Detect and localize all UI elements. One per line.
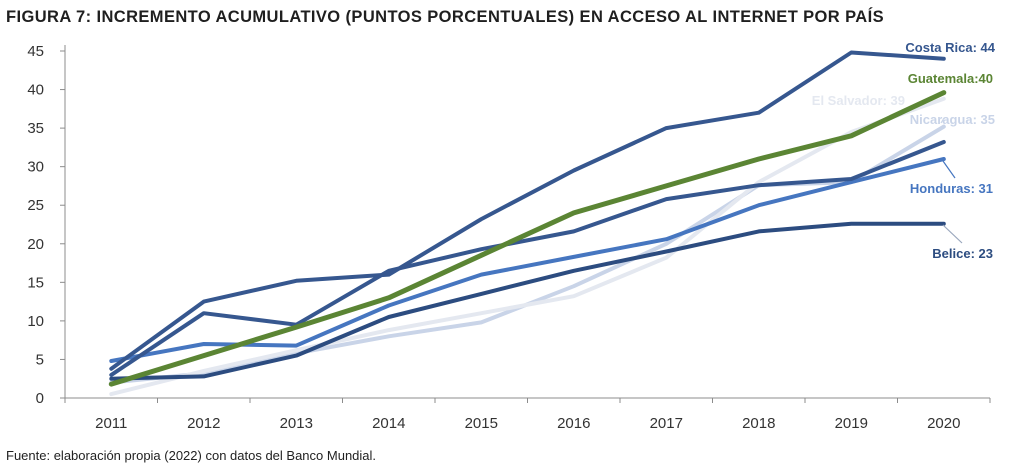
series-line-1: [109, 96, 946, 397]
series-end-label: Nicaragua: 35: [910, 112, 995, 127]
x-tick-label: 2014: [372, 415, 405, 432]
y-tick-label: 0: [36, 390, 44, 407]
y-tick-label: 20: [27, 236, 44, 253]
y-tick-label: 15: [27, 274, 44, 291]
y-tick-label: 45: [27, 43, 44, 60]
x-tick-label: 2015: [465, 415, 498, 432]
y-tick-label: 35: [27, 120, 44, 137]
belice-leader-line: [942, 224, 963, 244]
series-end-label: El Salvador: 39: [812, 93, 905, 108]
series-end-label: Honduras: 31: [910, 181, 993, 196]
x-tick-label: 2019: [835, 415, 868, 432]
y-tick-label: 10: [27, 313, 44, 330]
y-tick-label: 5: [36, 351, 44, 368]
y-tick-label: 40: [27, 82, 44, 99]
series-line-6: [108, 90, 947, 387]
source-note: Fuente: elaboración propia (2022) con da…: [6, 448, 377, 463]
chart-title: FIGURA 7: INCREMENTO ACUMULATIVO (PUNTOS…: [6, 8, 884, 26]
series-line-5: [109, 50, 946, 371]
series-end-label: Costa Rica: 44: [905, 40, 995, 55]
x-tick-label: 2017: [650, 415, 683, 432]
x-tick-label: 2016: [557, 415, 590, 432]
axes: 0 5 10 15 20 25 30 35 40 45 2011 2012 2013 2014 2015 20…: [27, 43, 991, 432]
nicaragua-leader-line: [940, 117, 945, 124]
y-tick-label: 25: [27, 197, 44, 214]
series-line-2: [109, 221, 946, 381]
x-tick-label: 2018: [742, 415, 775, 432]
series-lines: [108, 50, 947, 397]
series-end-label: Belice: 23: [932, 246, 993, 261]
series-labels: Nicaragua: 35 El Salvador: 39 Belice: 23 Ho…: [812, 40, 996, 261]
x-tick-label: 2013: [280, 415, 313, 432]
honduras-leader-line: [942, 160, 956, 179]
series-line-3: [109, 157, 946, 363]
x-tick-label: 2012: [187, 415, 220, 432]
x-tick-label: 2020: [927, 415, 960, 432]
x-tick-label: 2011: [95, 415, 127, 432]
series-end-label: Guatemala:40: [908, 71, 993, 86]
y-tick-label: 30: [27, 159, 44, 176]
series-line-4: [109, 140, 946, 377]
